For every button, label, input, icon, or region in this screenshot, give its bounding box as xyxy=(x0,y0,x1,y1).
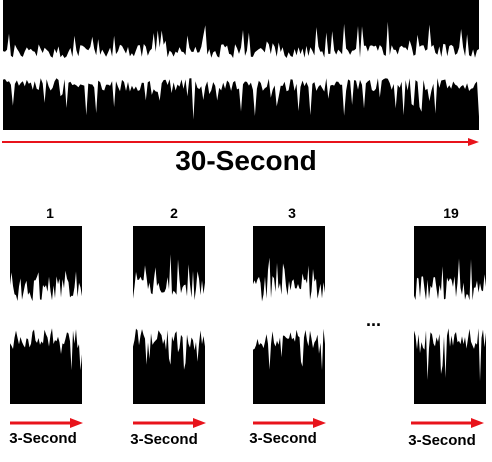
segment-label-3: 3-Second xyxy=(249,430,317,447)
segment-number-3: 3 xyxy=(288,205,296,221)
signal-segment-2 xyxy=(133,226,205,404)
signal-segment-3 xyxy=(253,226,325,404)
segment-number-1: 1 xyxy=(46,205,54,221)
timeline-arrow-segment-3 xyxy=(253,418,326,428)
signal-segment-1-waveform xyxy=(10,270,82,371)
signal-segment-3-waveform xyxy=(253,257,325,371)
segment-label-1: 3-Second xyxy=(9,430,77,447)
timeline-arrow-segment-2 xyxy=(133,418,206,428)
label-30-second: 30-Second xyxy=(175,145,317,176)
timeline-arrow-segment-1 xyxy=(10,418,83,428)
signal-segment-2-waveform xyxy=(133,254,205,370)
signal-30s xyxy=(3,0,479,130)
segment-label-2: 3-Second xyxy=(130,431,198,448)
timeline-arrow-30s xyxy=(2,138,479,146)
segment-label-19: 3-Second xyxy=(408,432,476,449)
ellipsis: ... xyxy=(366,310,382,330)
signal-30s-waveform xyxy=(3,21,479,120)
signal-segment-19 xyxy=(414,226,486,404)
timeline-arrow-segment-19 xyxy=(411,418,484,428)
segment-number-19: 19 xyxy=(443,205,459,221)
signal-segment-19-waveform xyxy=(414,258,486,382)
segment-number-2: 2 xyxy=(170,205,178,221)
signal-segment-1 xyxy=(10,226,82,404)
